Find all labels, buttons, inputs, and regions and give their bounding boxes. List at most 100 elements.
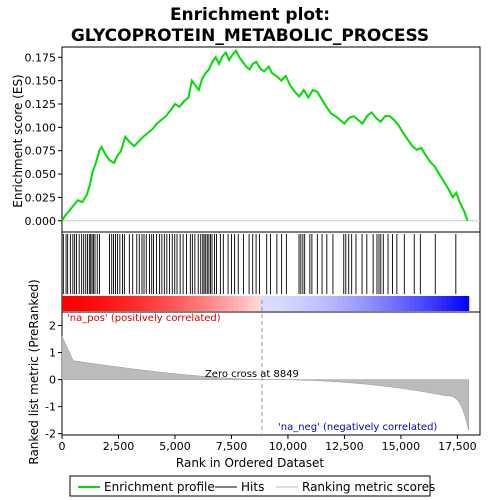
- rank-bar-segment: [400, 296, 406, 311]
- es-tick-label: 0.000: [25, 215, 57, 228]
- rank-bar-segment: [174, 296, 180, 311]
- rank-bar-segment: [446, 296, 452, 311]
- es-tick-label: 0.125: [25, 98, 57, 111]
- rank-bar-segment: [391, 296, 397, 311]
- rank-bar-segment: [409, 296, 415, 311]
- rank-bar-segment: [269, 296, 275, 311]
- x-tick-label: 17,500: [438, 440, 477, 453]
- rank-bar-segment: [265, 296, 271, 311]
- rank-bar-segment: [333, 296, 339, 311]
- positive-label: 'na_pos' (positively correlated): [67, 313, 221, 324]
- rank-bar-segment: [211, 296, 217, 311]
- rank-bar-segment: [93, 296, 99, 311]
- rank-bar-segment: [364, 296, 370, 311]
- rank-bar-segment: [165, 296, 171, 311]
- rank-bar-segment: [337, 296, 343, 311]
- rank-bar-segment: [346, 296, 352, 311]
- rank-bar-segment: [161, 296, 167, 311]
- es-panel-frame: [61, 46, 481, 233]
- rank-bar-segment: [179, 296, 185, 311]
- rank-bar-segment: [138, 296, 144, 311]
- rank-bar-segment: [233, 296, 239, 311]
- rank-bar-segment: [75, 296, 81, 311]
- x-tick-label: 2,500: [103, 440, 135, 453]
- rank-bar-segment: [125, 296, 131, 311]
- rank-bar-segment: [301, 296, 307, 311]
- es-axis: 0.000 0.025 0.050 0.075 0.100 0.125 0.150 0.175: [25, 51, 480, 228]
- metric-y-axis-label: Ranked list metric (PreRanked): [27, 279, 41, 464]
- x-tick-label: 5,000: [159, 440, 191, 453]
- rank-bar-segment: [405, 296, 411, 311]
- rank-bar-segment: [319, 296, 325, 311]
- rank-bar-segment: [450, 296, 456, 311]
- rank-bar-segment: [206, 296, 212, 311]
- negative-label: 'na_neg' (negatively correlated): [278, 422, 437, 433]
- rank-bar-segment: [414, 296, 420, 311]
- rank-bar-segment: [396, 296, 402, 311]
- rank-bar-segment: [102, 296, 108, 311]
- rank-bar-segment: [296, 296, 303, 311]
- rank-color-bar: [62, 296, 470, 311]
- rank-bar-segment: [66, 296, 72, 311]
- legend-metric-label: Ranking metric scores: [302, 480, 435, 494]
- rank-bar-segment: [71, 296, 77, 311]
- x-tick-label: 15,000: [382, 440, 421, 453]
- rank-bar-segment: [220, 296, 226, 311]
- chart-title-line1: Enrichment plot:: [170, 5, 330, 25]
- rank-bar-segment: [378, 296, 384, 311]
- rank-bar-segment: [80, 296, 86, 311]
- rank-bar-segment: [437, 296, 443, 311]
- rank-bar-segment: [134, 296, 140, 311]
- rank-bar-segment: [351, 296, 357, 311]
- rank-bar-segment: [143, 296, 149, 311]
- rank-bar-segment: [251, 296, 257, 311]
- rank-bar-segment: [256, 296, 262, 311]
- legend-profile-label: Enrichment profile: [104, 480, 215, 494]
- rank-bar-segment: [260, 296, 266, 311]
- x-tick-label: 0: [59, 440, 66, 453]
- es-tick-label: 0.025: [25, 191, 57, 204]
- rank-bar-segment: [455, 296, 461, 311]
- metric-tick-label: -2: [45, 428, 56, 441]
- rank-bar-segment: [129, 296, 135, 311]
- rank-bar-segment: [283, 296, 289, 311]
- rank-bar-segment: [428, 296, 434, 311]
- rank-bar-segment: [373, 296, 379, 311]
- rank-bar-segment: [355, 296, 361, 311]
- rank-bar-segment: [432, 296, 438, 311]
- rank-bar-segment: [156, 296, 162, 311]
- rank-bar-segment: [111, 296, 117, 311]
- rank-bar-segment: [184, 296, 190, 311]
- enrichment-profile-line: [61, 48, 469, 222]
- rank-bar-segment: [197, 296, 203, 311]
- rank-bar-segment: [306, 296, 312, 311]
- rank-bar-segment: [84, 296, 90, 311]
- rank-bar-segment: [324, 296, 330, 311]
- zero-cross-label: Zero cross at 8849: [205, 369, 299, 380]
- rank-bar-segment: [193, 296, 199, 311]
- rank-bar-segment: [441, 296, 447, 311]
- es-tick-label: 0.075: [25, 145, 57, 158]
- rank-bar-segment: [310, 296, 316, 311]
- rank-bar-segment: [342, 296, 348, 311]
- rank-bar-segment: [238, 296, 244, 311]
- x-tick-label: 12,500: [325, 440, 364, 453]
- rank-bar-segment: [62, 296, 68, 311]
- metric-tick-label: 1: [49, 347, 56, 360]
- x-axis: 0 2,500 5,000 7,500 10,000 12,500 15,000 17,500: [59, 435, 477, 453]
- es-tick-label: 0.175: [25, 51, 57, 64]
- rank-bar-segment: [89, 296, 95, 311]
- ranking-metric-area: [61, 336, 469, 431]
- rank-bar-segment: [423, 296, 429, 311]
- rank-bar-segment: [274, 296, 280, 311]
- metric-axis: -2 -1 0 1 2: [45, 320, 62, 441]
- hit-marks: [62, 234, 457, 294]
- legend-box: [69, 475, 431, 497]
- rank-bar-segment: [278, 296, 284, 311]
- rank-bar-segment: [224, 296, 230, 311]
- rank-bar-segment: [116, 296, 122, 311]
- es-tick-label: 0.100: [25, 121, 57, 134]
- rank-bar-segment: [382, 296, 388, 311]
- rank-bar-segment: [360, 296, 366, 311]
